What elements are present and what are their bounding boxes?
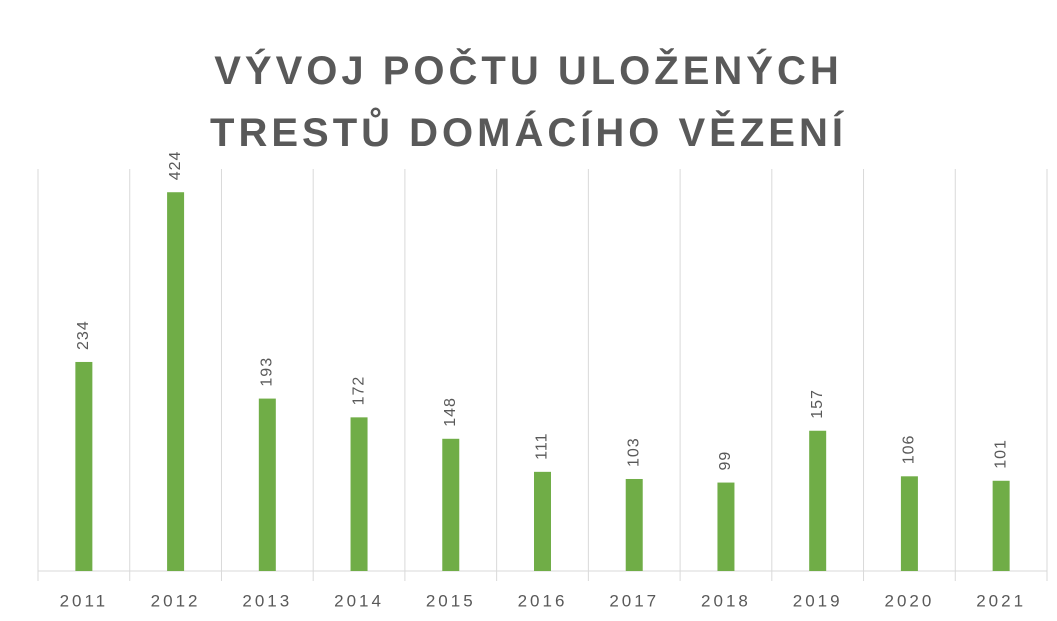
bar: [625, 478, 643, 571]
data-label: 234: [75, 320, 92, 350]
data-label: 172: [350, 376, 367, 406]
bar: [167, 192, 185, 571]
data-label: 424: [167, 151, 184, 181]
title-box: VÝVOJ POČTU ULOŽENÝCH TRESTŮ DOMÁCÍHO VĚ…: [0, 40, 1057, 164]
data-label: 111: [534, 433, 551, 460]
data-label: 101: [992, 439, 1009, 469]
bar: [900, 476, 918, 571]
x-tick-label: 2011: [60, 591, 109, 610]
bar: [350, 417, 368, 571]
data-label: 103: [625, 437, 642, 467]
bar: [992, 480, 1010, 571]
bar: [442, 438, 460, 571]
data-label: 157: [809, 389, 826, 419]
x-tick-label: 2013: [242, 591, 292, 610]
x-tick-label: 2015: [426, 591, 476, 610]
bar: [258, 398, 276, 571]
data-label: 99: [717, 451, 734, 471]
data-label: 193: [259, 357, 276, 387]
x-tick-label: 2016: [518, 591, 568, 610]
x-tick-label: 2012: [151, 591, 201, 610]
x-tick-label: 2014: [334, 591, 384, 610]
x-tick-label: 2018: [701, 591, 751, 610]
bar: [717, 482, 735, 571]
x-tick-label: 2020: [884, 591, 934, 610]
bar: [534, 471, 551, 571]
x-tick-label: 2021: [976, 591, 1026, 610]
data-label: 106: [901, 435, 918, 465]
data-label: 148: [442, 397, 459, 427]
bar: [809, 430, 827, 571]
chart-title: VÝVOJ POČTU ULOŽENÝCH TRESTŮ DOMÁCÍHO VĚ…: [210, 49, 847, 155]
bar: [75, 361, 93, 571]
x-tick-label: 2017: [609, 591, 659, 610]
x-tick-label: 2019: [793, 591, 843, 610]
